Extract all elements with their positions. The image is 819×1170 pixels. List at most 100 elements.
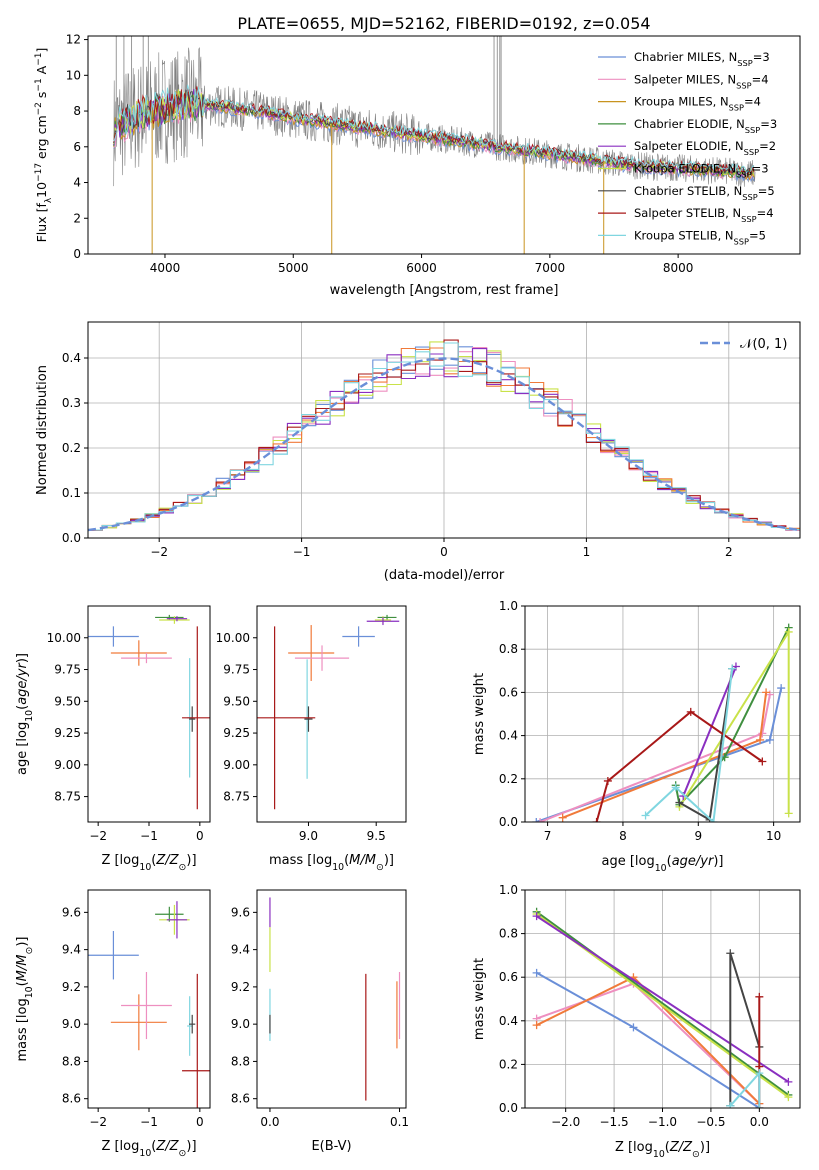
weight-marker (675, 798, 684, 807)
weight-marker (686, 707, 695, 716)
y-tick-label: 10.00 (47, 631, 81, 645)
legend-label: Salpeter ELODIE, NSSP=2 (634, 139, 776, 157)
x-tick-label: −1.5 (600, 1115, 629, 1129)
weight-line-3 (674, 627, 790, 807)
errorbar-point (366, 617, 400, 626)
x-axis-label: (data-model)/error (384, 568, 505, 583)
weight-marker (755, 1069, 764, 1078)
axes-frame (87, 889, 211, 1109)
weight-marker (765, 735, 774, 744)
y-tick-label: 1.0 (499, 599, 518, 613)
y-tick-label: 0.4 (499, 1014, 518, 1028)
y-tick-label: 0 (73, 247, 81, 261)
y-tick-label: 9.75 (223, 663, 250, 677)
x-axis-label: wavelength [Angstrom, rest frame] (330, 283, 559, 298)
y-tick-label: 0.0 (499, 815, 518, 829)
weight-marker (671, 783, 680, 792)
chart-age_vs_mass: 9.0 9.5 8.75 9.00 9.25 9.50 9.75 10.00 mass [log… (216, 605, 407, 873)
weight-line-6 (729, 952, 761, 1106)
x-tick-label: −2.0 (551, 1115, 580, 1129)
weight-marker (558, 813, 567, 822)
chart-mass_vs_ebv: 0.0 0.1 8.6 8.8 9.0 9.2 9.4 9.6 E(B-V) (231, 889, 409, 1154)
x-axis-label: Z [log10(Z/Z⊙)] (101, 1139, 196, 1159)
x-tick-label: 2 (725, 545, 733, 559)
y-tick-label: 9.0 (62, 1017, 81, 1031)
y-axis-label: mass weight (472, 958, 487, 1040)
y-tick-label: 0.3 (62, 396, 81, 410)
weight-marker (756, 735, 765, 744)
x-tick-label: −2 (89, 1115, 107, 1129)
y-tick-label: 0.0 (499, 1101, 518, 1115)
y-tick-label: 0.2 (499, 1057, 518, 1071)
legend-label: Salpeter STELIB, NSSP=4 (634, 206, 774, 224)
x-tick-label: 4000 (150, 261, 181, 275)
errorbar-point (182, 973, 210, 1108)
weight-marker (532, 968, 541, 977)
x-axis-label: Z [log10(Z/Z⊙)] (615, 1140, 710, 1160)
plot-area (113, 36, 756, 254)
chart-weight_vs_age: 7 8 9 10 0.0 0.2 0.4 0.6 0.8 1.0 age [log10(age/yr… (472, 599, 801, 874)
chart-spectrum: 4000 5000 6000 7000 8000 0 2 4 6 8 10 12 Chabrier MI… (34, 33, 801, 298)
x-tick-label: −2 (89, 829, 107, 843)
figure-title: PLATE=0655, MJD=52162, FIBERID=0192, z=0… (237, 14, 650, 33)
weight-marker (726, 1101, 735, 1108)
x-axis-label: age [log10(age/yr)] (601, 854, 723, 874)
errorbar-point (182, 626, 210, 810)
y-axis-label: mass [log10(M/M⊙)] (15, 937, 35, 1062)
y-axis-label: mass weight (472, 673, 487, 755)
chart-age_vs_Z: −2 −1 0 8.75 9.00 9.25 9.50 9.75 10.00 Z [log10(Z… (15, 605, 211, 873)
plot-area (257, 614, 400, 810)
y-tick-label: 9.50 (223, 694, 250, 708)
y-tick-label: 8.6 (62, 1092, 81, 1106)
y-tick-label: 10.00 (216, 631, 250, 645)
y-tick-label: 9.00 (223, 758, 250, 772)
y-tick-label: 9.25 (223, 726, 250, 740)
errorbar-point (288, 625, 335, 681)
y-tick-label: 12 (66, 33, 81, 47)
weight-marker (603, 776, 612, 785)
y-tick-label: 2 (73, 211, 81, 225)
weight-marker (777, 684, 786, 693)
weight-marker (532, 912, 541, 921)
x-tick-label: 7 (544, 829, 552, 843)
plot-area (88, 614, 210, 810)
model-line-8 (113, 84, 755, 174)
x-tick-label: −0.5 (696, 1115, 725, 1129)
x-tick-label: 0 (440, 545, 448, 559)
chart-residuals: −2 −1 0 1 2 0.0 0.1 0.2 0.3 0.4 𝒩(0, 1) (data-model… (35, 321, 801, 583)
legend-label: Salpeter MILES, NSSP=4 (634, 72, 769, 90)
legend-label: Chabrier STELIB, NSSP=5 (634, 184, 775, 202)
x-tick-label: 10 (766, 829, 781, 843)
y-tick-label: 0.1 (62, 486, 81, 500)
errorbar-point (257, 626, 316, 810)
y-axis-label: Normed distribution (35, 365, 50, 495)
y-tick-label: 8.75 (54, 790, 81, 804)
gaussian-curve (88, 357, 800, 532)
weight-line-5 (536, 915, 789, 1083)
histogram-6 (88, 342, 800, 531)
y-tick-label: 0.6 (499, 685, 518, 699)
y-tick-label: 0.6 (499, 970, 518, 984)
weight-marker (784, 627, 793, 636)
legend-label: 𝒩(0, 1) (740, 337, 787, 352)
plot-area (269, 897, 401, 1101)
legend: Chabrier MILES, NSSP=3 Salpeter MILES, NS… (598, 50, 777, 246)
y-tick-label: 9.2 (62, 980, 81, 994)
legend-label: Kroupa MILES, NSSP=4 (634, 95, 761, 113)
legend-label: Kroupa ELODIE, NSSP=3 (634, 162, 769, 180)
weight-marker (728, 664, 737, 673)
errorbar-point (189, 706, 196, 732)
x-tick-label: −1 (293, 545, 311, 559)
errorbar-point (121, 971, 172, 1040)
errorbar-point (304, 706, 313, 732)
x-tick-label: 7000 (535, 261, 566, 275)
x-tick-label: 9 (694, 829, 702, 843)
weight-marker (758, 757, 767, 766)
x-tick-label: 0.1 (390, 1115, 409, 1129)
weight-line-7 (595, 710, 763, 822)
x-axis-label: mass [log10(M/M⊙)] (269, 853, 394, 873)
x-tick-label: −1 (140, 1115, 158, 1129)
weight-marker (532, 818, 541, 822)
legend-label: Chabrier ELODIE, NSSP=3 (634, 117, 777, 135)
